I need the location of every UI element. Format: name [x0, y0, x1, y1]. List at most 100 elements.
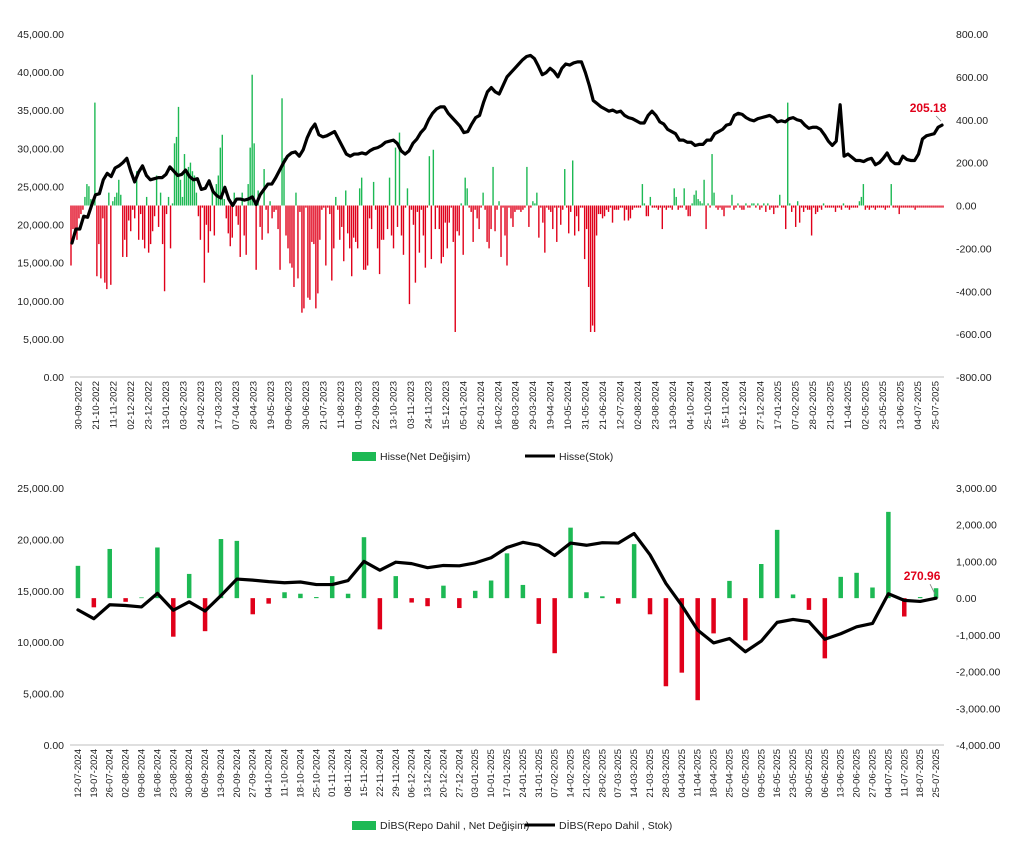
x-axis-tick-label: 06-09-2024 — [200, 749, 211, 798]
net-change-bar — [701, 203, 703, 206]
net-change-bar — [118, 179, 120, 206]
net-change-bar — [783, 205, 785, 208]
x-axis-tick-label: 25-07-2025 — [931, 749, 942, 798]
net-change-bar — [767, 203, 769, 206]
x-axis-tick-label: 19-07-2024 — [89, 749, 100, 798]
net-change-bar — [488, 580, 494, 599]
net-change-bar — [362, 205, 365, 270]
x-axis-tick-label: 09-08-2024 — [137, 749, 148, 798]
net-change-bar — [94, 102, 96, 206]
left-axis-tick-label: 40,000.00 — [17, 67, 64, 79]
net-change-bar — [806, 598, 812, 610]
net-change-bar — [713, 192, 715, 206]
net-change-bar — [250, 598, 255, 615]
net-change-bar — [564, 169, 566, 206]
net-change-bar — [904, 205, 906, 208]
x-axis-tick-label: 02-08-2024 — [121, 749, 132, 798]
x-axis-tick-label: 04-10-2024 — [686, 381, 697, 430]
net-change-bar — [908, 205, 910, 208]
net-change-bar — [476, 205, 478, 219]
net-change-bar — [237, 205, 239, 225]
net-change-bar — [838, 576, 843, 599]
net-change-bar — [838, 205, 841, 208]
net-change-bar — [139, 597, 144, 599]
net-change-bar — [854, 572, 859, 599]
net-change-bar — [213, 205, 216, 236]
net-change-bar — [366, 205, 369, 266]
net-change-bar — [187, 166, 190, 206]
x-axis-tick-label: 04-07-2025 — [913, 381, 924, 430]
net-change-bar — [470, 205, 472, 212]
net-change-bar — [512, 205, 514, 227]
net-change-bar — [345, 593, 351, 599]
net-change-bar — [488, 205, 490, 249]
net-change-bar — [96, 205, 98, 277]
net-change-bar — [796, 201, 799, 206]
net-change-bar — [151, 205, 154, 232]
net-change-bar — [269, 201, 271, 206]
net-change-bar — [186, 573, 192, 599]
net-change-bar — [462, 205, 464, 255]
right-axis-tick-label: -400.00 — [956, 286, 992, 298]
net-change-bar — [800, 205, 803, 208]
net-change-bar — [82, 205, 84, 210]
x-axis-tick-label: 23-08-2024 — [168, 749, 179, 798]
right-axis-tick-label: 200.00 — [956, 158, 988, 170]
x-axis-tick-label: 13-12-2024 — [423, 749, 434, 798]
left-axis-tick-label: 5,000.00 — [23, 689, 64, 701]
right-axis-tick-label: -2,000.00 — [956, 667, 1001, 679]
x-axis-tick-label: 16-02-2024 — [493, 381, 504, 430]
right-axis-tick-label: 400.00 — [956, 115, 988, 127]
net-change-bar — [80, 205, 82, 215]
net-change-bar — [530, 205, 532, 208]
net-change-bar — [928, 205, 930, 208]
net-change-bar — [504, 205, 506, 236]
net-change-bar — [611, 205, 614, 223]
net-change-bar — [364, 205, 367, 270]
net-change-bar — [298, 593, 303, 599]
net-change-bar — [583, 205, 586, 260]
net-change-bar — [207, 205, 210, 253]
right-axis-tick-label: 800.00 — [956, 29, 988, 41]
net-change-bar — [663, 598, 669, 687]
net-change-bar — [464, 177, 466, 206]
net-change-bar — [826, 205, 829, 208]
net-change-bar — [285, 205, 287, 236]
net-change-bar — [422, 205, 425, 236]
net-change-bar — [727, 580, 732, 599]
x-axis-tick-label: 20-12-2024 — [438, 749, 449, 798]
net-change-bar — [283, 158, 285, 206]
net-change-bar — [279, 205, 281, 270]
net-change-bar — [329, 205, 331, 215]
net-change-bar — [472, 205, 474, 242]
net-change-bar — [874, 205, 877, 210]
net-change-bar — [221, 134, 223, 206]
net-change-bar — [90, 199, 92, 206]
net-change-bar — [291, 205, 293, 268]
x-axis-tick-label: 27-12-2024 — [454, 749, 465, 798]
net-change-bar — [828, 205, 831, 208]
net-change-bar — [804, 205, 807, 208]
net-change-bar — [277, 205, 279, 230]
net-change-bar — [671, 205, 673, 210]
net-change-bar — [458, 205, 460, 236]
net-change-bar — [506, 205, 508, 266]
net-change-bar — [774, 529, 780, 599]
net-change-bar — [665, 205, 667, 210]
net-change-bar — [581, 205, 584, 208]
net-change-bar — [456, 205, 458, 232]
x-axis-tick-label: 21-03-2025 — [825, 381, 836, 430]
net-change-bar — [745, 203, 747, 206]
net-change-bar — [615, 205, 618, 210]
net-change-bar — [743, 205, 745, 210]
net-change-bar — [773, 205, 775, 215]
net-change-bar — [392, 205, 395, 249]
net-change-bar — [108, 192, 110, 206]
net-change-bar — [457, 598, 462, 609]
net-change-bar — [301, 205, 303, 313]
net-change-bar — [573, 205, 576, 236]
net-change-bar — [438, 205, 441, 230]
x-axis-tick-label: 19-04-2024 — [546, 381, 557, 430]
net-change-bar — [137, 205, 140, 240]
net-change-bar — [234, 540, 240, 599]
